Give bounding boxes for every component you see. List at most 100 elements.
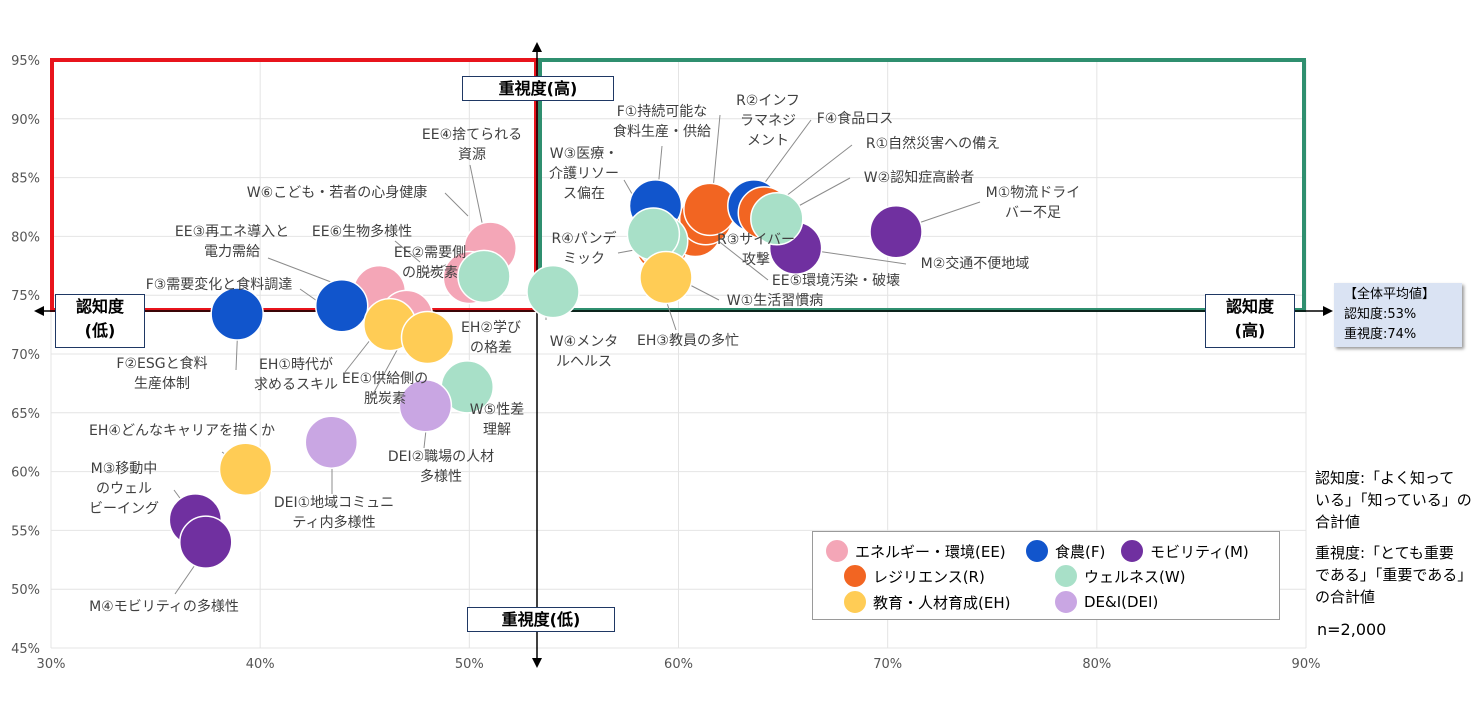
point-label-line: 食料生産・供給 [613,123,711,140]
point-label-line: 生産体制 [134,376,190,392]
recognition-high-line1: 認知度 [1225,297,1274,316]
point-label-line: W⑤性差 [470,402,524,418]
point-label-line: EH①時代が [259,357,333,373]
point-label-line: 資源 [458,147,486,163]
point-label-line: ス偏在 [563,186,605,202]
y-tick-label: 90% [11,113,40,128]
arrow-left [34,306,44,316]
legend-swatch-eh [843,590,867,614]
point-label-line: F①持続可能な [617,103,708,120]
point-label-line: EE②需要側 [394,245,466,261]
sample-size-text: n=2,000 [1317,620,1387,639]
point-label-line: EE⑥生物多様性 [312,223,412,240]
importance-low-label: 重視度(低) [467,607,615,632]
importance-definition: 重視度:「とても重要 である」「重要である」 の合計値 [1315,542,1472,608]
point-label-line: ティ内多様性 [292,514,375,531]
leader-line [394,240,421,263]
importance-def-line2: である」「重要である」 [1315,566,1473,584]
leader-line [689,284,720,301]
point-label-line: M③移動中 [91,461,158,477]
point-label: R④パンデミック [552,230,617,267]
average-recognition: 認知度:53% [1344,307,1417,322]
sample-size: n=2,000 [1317,619,1386,641]
point-label-line: M②交通不便地域 [921,255,1030,272]
x-tick-label: 90% [1292,657,1321,672]
recognition-definition: 認知度:「よく知って いる」「知っている」の 合計値 [1315,467,1472,533]
x-tick-label: 30% [37,657,66,672]
point-label-line: EH③教員の多忙 [637,332,739,349]
point-label-line: DEI①地域コミュニ [274,495,394,511]
point-label-line: ルヘルス [556,354,612,370]
arrow-right [1323,306,1333,316]
bubble-eh [400,310,455,365]
point-label: R③サイバー攻撃 [717,232,795,268]
legend-swatch-w [1054,564,1078,588]
legend-item-dei: DE&I(DEI) [1054,590,1158,614]
point-label: F①持続可能な食料生産・供給 [613,103,711,140]
point-label: W①生活習慣病 [727,292,823,309]
x-tick-label: 40% [246,657,275,672]
point-label-line: W③医療・ [550,145,618,162]
legend-label-eh: 教育・人材育成(EH) [873,593,1011,612]
bubble-m [179,515,233,569]
point-label: M①物流ドライバー不足 [986,185,1081,221]
point-label: EE⑤環境汚染・破壊 [772,273,900,289]
importance-high-text: 重視度(高) [498,79,578,98]
legend-label-f: 食農(F) [1055,542,1106,561]
data-points [168,179,923,569]
legend-label-ee: エネルギー・環境(EE) [855,542,1006,561]
point-label: EH④どんなキャリアを描くか [89,423,275,439]
y-tick-label: 45% [11,642,40,657]
point-label: EE⑥生物多様性 [312,223,412,240]
point-label-line: EH②学び [461,320,521,336]
point-label-line: 電力需給 [204,244,260,260]
overall-average-box: 【全体平均値】 認知度:53% 重視度:74% [1334,283,1462,347]
y-tick-label: 80% [11,230,40,245]
leader-line [469,164,485,233]
y-tick-label: 55% [11,524,40,539]
point-label-line: 多様性 [420,468,462,485]
y-tick-label: 85% [11,172,40,187]
point-label: M③移動中のウェルビーイング [89,461,159,517]
legend-swatch-f [1025,539,1049,563]
point-label: M④モビリティの多様性 [89,598,239,615]
point-label: DEI①地域コミュニティ内多様性 [274,495,394,531]
x-tick-label: 80% [1082,657,1111,672]
point-label-line: EE④捨てられる [422,126,522,143]
x-tick-label: 60% [664,657,693,672]
point-label: W④メンタルヘルス [550,334,618,370]
recognition-low-line1: 認知度 [75,297,124,316]
tick-labels: 45% 50% 55% 60% 65% 70% 75% 80% 85% 90% 95% 30% 40% 5… [11,54,1320,672]
point-label-line: F②ESGと食料 [116,355,207,372]
point-label-line: 求めるスキル [254,377,338,393]
point-label-line: の脱炭素 [402,265,458,281]
point-label-line: ミック [563,251,605,267]
point-label-line: F③需要変化と食料調達 [146,276,293,293]
point-label-line: R③サイバー [717,232,795,248]
point-label: EE④捨てられる資源 [422,126,522,163]
point-label-line: バー不足 [1005,205,1061,221]
y-tick-label: 60% [11,466,40,481]
legend-label-dei: DE&I(DEI) [1084,593,1159,611]
leader-line [711,235,769,281]
bubble-w [457,249,511,304]
point-label-line: EE③再エネ導入と [175,224,289,240]
leader-line [665,299,677,331]
point-label: EH①時代が求めるスキル [254,357,338,393]
low-recognition-high-importance-frame [50,58,538,312]
point-label-line: M④モビリティの多様性 [89,598,239,615]
legend-label-r: レジリエンス(R) [873,567,985,586]
legend-swatch-m [1120,539,1144,563]
y-tick-label: 75% [11,289,40,304]
bubble-eh [639,250,693,305]
legend-swatch-r [843,564,867,588]
average-title: 【全体平均値】 [1344,287,1436,302]
y-tick-label: 70% [11,348,40,363]
y-tick-label: 65% [11,407,40,422]
recognition-high-line2: (高) [1234,321,1266,340]
point-label: F④食品ロス [817,110,894,127]
point-label-line: EE⑤環境汚染・破壊 [772,273,900,289]
quadrant-frames [50,58,1306,312]
point-label-line: W②認知症高齢者 [864,169,974,186]
